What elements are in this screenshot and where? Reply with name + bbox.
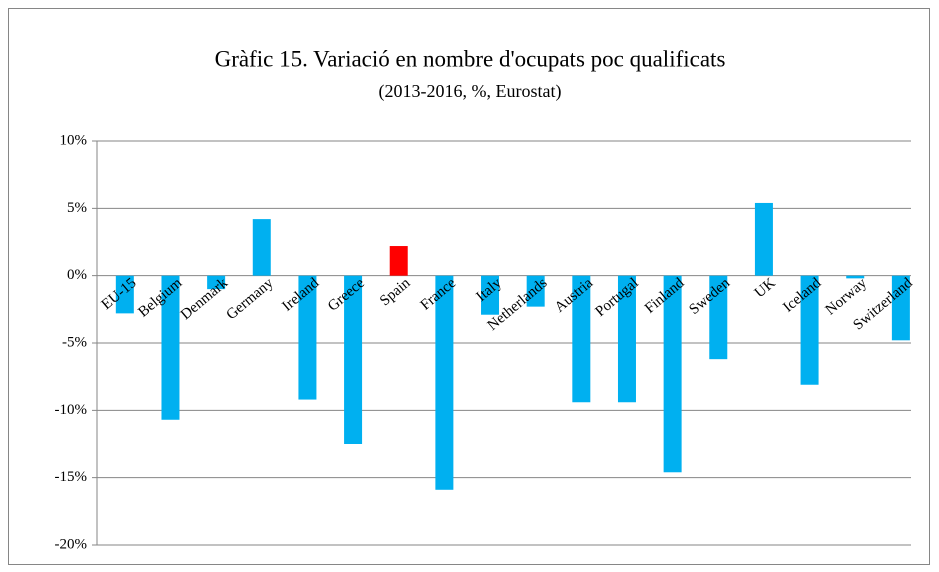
chart-subtitle: (2013-2016, %, Eurostat) <box>379 81 562 102</box>
y-tick-label: 10% <box>60 132 88 148</box>
bar <box>754 202 773 276</box>
bar <box>663 275 682 473</box>
bar <box>572 275 591 403</box>
bar <box>846 275 865 279</box>
y-tick-label: -5% <box>62 334 87 350</box>
y-tick-label: -15% <box>55 469 88 485</box>
bar <box>344 275 363 444</box>
bar <box>617 275 636 403</box>
bar <box>481 275 500 315</box>
bar <box>709 275 728 360</box>
bar <box>115 275 134 314</box>
bar <box>800 275 819 385</box>
y-tick-label: -20% <box>55 536 88 552</box>
bar <box>161 275 180 420</box>
chart-title: Gràfic 15. Variació en nombre d'ocupats … <box>215 46 726 71</box>
bar <box>435 275 454 490</box>
bar <box>526 275 545 307</box>
bar <box>252 219 271 276</box>
bar <box>891 275 910 341</box>
bar <box>389 246 408 276</box>
y-tick-label: -10% <box>55 402 88 418</box>
y-tick-label: 5% <box>67 200 87 216</box>
y-tick-label: 0% <box>67 267 87 283</box>
bar <box>298 275 317 400</box>
bar <box>207 275 226 290</box>
